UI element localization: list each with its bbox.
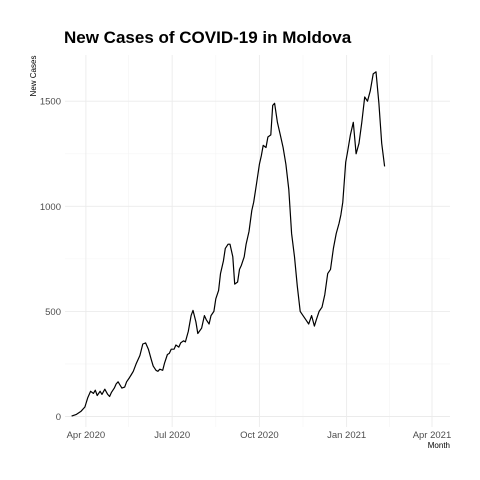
y-tick-label: 1000 bbox=[40, 202, 61, 213]
minor-gridlines bbox=[65, 55, 450, 427]
y-axis-ticks: 0 500 1000 1500 bbox=[40, 97, 61, 423]
series-layer bbox=[72, 72, 385, 416]
x-tick-label: Jul 2020 bbox=[154, 430, 190, 441]
y-tick-label: 1500 bbox=[40, 97, 61, 108]
x-tick-label: Apr 2020 bbox=[67, 430, 106, 441]
major-gridlines bbox=[65, 55, 450, 427]
y-axis-label: New Cases bbox=[29, 56, 38, 97]
x-tick-label: Apr 2021 bbox=[413, 430, 452, 441]
y-tick-label: 500 bbox=[45, 307, 61, 318]
x-tick-label: Jan 2021 bbox=[327, 430, 366, 441]
x-axis-ticks: Apr 2020 Jul 2020 Oct 2020 Jan 2021 Apr 2021 bbox=[67, 430, 452, 441]
series-line bbox=[72, 72, 385, 416]
y-tick-label: 0 bbox=[56, 412, 61, 423]
x-tick-label: Oct 2020 bbox=[240, 430, 279, 441]
chart-title: New Cases of COVID-19 in Moldova bbox=[64, 28, 352, 47]
x-axis-label: Month bbox=[428, 441, 450, 450]
